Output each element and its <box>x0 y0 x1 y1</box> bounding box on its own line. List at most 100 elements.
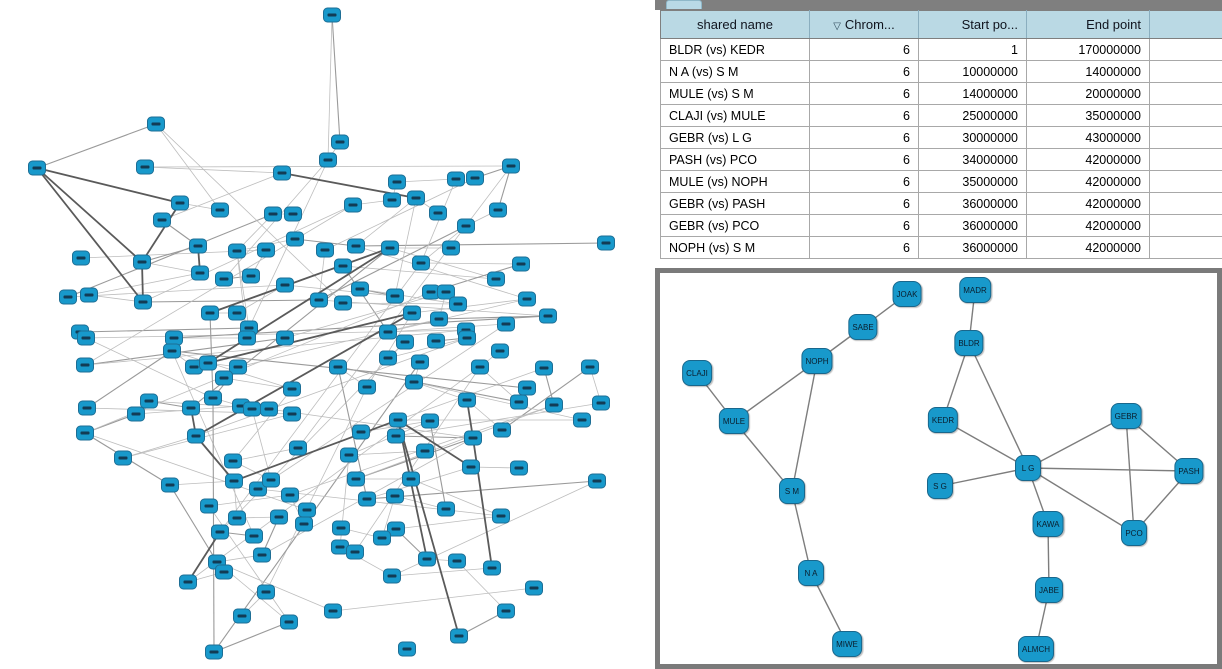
network-node-sm[interactable]: S M <box>779 478 805 504</box>
network-node[interactable] <box>471 359 489 375</box>
network-node[interactable] <box>381 240 399 256</box>
network-node[interactable] <box>215 271 233 287</box>
table-cell[interactable]: 10.5 <box>1149 170 1222 193</box>
network-node[interactable] <box>133 254 151 270</box>
network-node[interactable] <box>260 401 278 417</box>
network-node-miwe[interactable]: MIWE <box>832 631 862 657</box>
table-cell[interactable]: 8.9 <box>1149 192 1222 215</box>
network-node-claji[interactable]: CLAJI <box>682 360 712 386</box>
network-node[interactable] <box>243 401 261 417</box>
network-node[interactable] <box>165 330 183 346</box>
table-cell[interactable]: 6 <box>809 126 919 149</box>
network-node[interactable] <box>352 424 370 440</box>
network-node[interactable] <box>449 296 467 312</box>
network-node[interactable] <box>411 354 429 370</box>
table-cell[interactable]: 16.9 <box>1149 126 1222 149</box>
network-node[interactable] <box>386 488 404 504</box>
table-row[interactable]: MULE (vs) S M614000000200000007.5 <box>660 82 1222 105</box>
network-node[interactable] <box>581 359 599 375</box>
table-row[interactable]: GEBR (vs) PASH636000000420000008.9 <box>660 192 1222 215</box>
network-node[interactable] <box>286 231 304 247</box>
filter-icon[interactable]: ▽ <box>833 21 841 32</box>
network-node-joak[interactable]: JOAK <box>892 281 922 307</box>
table-row[interactable]: MULE (vs) NOPH6350000004200000010.5 <box>660 170 1222 193</box>
network-node[interactable] <box>403 305 421 321</box>
network-node[interactable] <box>489 202 507 218</box>
network-node-pash[interactable]: PASH <box>1174 458 1204 484</box>
network-node[interactable] <box>316 242 334 258</box>
network-node[interactable] <box>493 422 511 438</box>
network-node[interactable] <box>238 330 256 346</box>
network-node-kawa[interactable]: KAWA <box>1032 511 1064 537</box>
network-node[interactable] <box>383 192 401 208</box>
network-node[interactable] <box>270 509 288 525</box>
table-cell[interactable]: 6.6 <box>1149 60 1222 83</box>
network-node[interactable] <box>398 641 416 657</box>
table-cell[interactable]: 14000000 <box>1026 60 1150 83</box>
table-cell[interactable]: 34000000 <box>918 148 1027 171</box>
network-node[interactable] <box>346 544 364 560</box>
network-node[interactable] <box>405 374 423 390</box>
network-node[interactable] <box>491 343 509 359</box>
network-node-sabe[interactable]: SABE <box>848 314 878 340</box>
network-node[interactable] <box>466 170 484 186</box>
table-cell[interactable]: 36000000 <box>918 236 1027 259</box>
table-cell[interactable]: 30000000 <box>918 126 1027 149</box>
network-node[interactable] <box>389 412 407 428</box>
network-node[interactable] <box>387 521 405 537</box>
network-node[interactable] <box>77 330 95 346</box>
table-cell[interactable]: 7.5 <box>1149 82 1222 105</box>
table-cell[interactable]: 10000000 <box>918 60 1027 83</box>
network-node[interactable] <box>386 288 404 304</box>
network-node[interactable] <box>323 7 341 23</box>
table-cell[interactable]: 192.0 <box>1149 38 1222 61</box>
network-node[interactable] <box>171 195 189 211</box>
network-node[interactable] <box>324 603 342 619</box>
table-cell[interactable]: 42000000 <box>1026 148 1150 171</box>
table-cell[interactable]: GEBR (vs) PCO <box>660 214 810 237</box>
table-cell[interactable]: CLAJI (vs) MULE <box>660 104 810 127</box>
column-header-shared-name[interactable]: shared name <box>660 10 810 39</box>
network-node[interactable] <box>418 551 436 567</box>
network-node[interactable] <box>257 242 275 258</box>
network-node-sg[interactable]: S G <box>927 473 953 499</box>
network-node[interactable] <box>276 277 294 293</box>
table-cell[interactable]: 6 <box>809 236 919 259</box>
network-node[interactable] <box>257 584 275 600</box>
network-node[interactable] <box>545 397 563 413</box>
network-node[interactable] <box>224 453 242 469</box>
network-node-lg[interactable]: L G <box>1015 455 1041 481</box>
table-cell[interactable]: 6 <box>809 82 919 105</box>
main-network-canvas[interactable] <box>0 0 655 669</box>
network-node[interactable] <box>334 258 352 274</box>
network-node[interactable] <box>191 265 209 281</box>
network-node[interactable] <box>276 330 294 346</box>
column-header-end-point[interactable]: End point <box>1026 10 1150 39</box>
network-node[interactable] <box>497 316 515 332</box>
network-node[interactable] <box>229 359 247 375</box>
network-node-kedr[interactable]: KEDR <box>927 407 959 433</box>
network-node[interactable] <box>573 412 591 428</box>
network-node[interactable] <box>233 608 251 624</box>
table-row[interactable]: BLDR (vs) KEDR61170000000192.0 <box>660 38 1222 61</box>
network-node[interactable] <box>136 159 154 175</box>
network-node[interactable] <box>289 440 307 456</box>
network-node[interactable] <box>200 498 218 514</box>
network-node[interactable] <box>264 206 282 222</box>
network-node[interactable] <box>205 644 223 660</box>
table-cell[interactable]: N A (vs) S M <box>660 60 810 83</box>
table-cell[interactable]: 36000000 <box>918 192 1027 215</box>
network-node[interactable] <box>525 580 543 596</box>
table-cell[interactable]: MULE (vs) S M <box>660 82 810 105</box>
network-node[interactable] <box>283 381 301 397</box>
table-row[interactable]: PASH (vs) PCO6340000004200000011.4 <box>660 148 1222 171</box>
table-cell[interactable]: GEBR (vs) L G <box>660 126 810 149</box>
network-node[interactable] <box>437 284 455 300</box>
column-header-start-point[interactable]: Start po... <box>918 10 1027 39</box>
network-node[interactable] <box>80 287 98 303</box>
network-node[interactable] <box>430 311 448 327</box>
table-cell[interactable]: PASH (vs) PCO <box>660 148 810 171</box>
network-node[interactable] <box>512 256 530 272</box>
network-node[interactable] <box>225 473 243 489</box>
table-cell[interactable]: 42000000 <box>1026 236 1150 259</box>
